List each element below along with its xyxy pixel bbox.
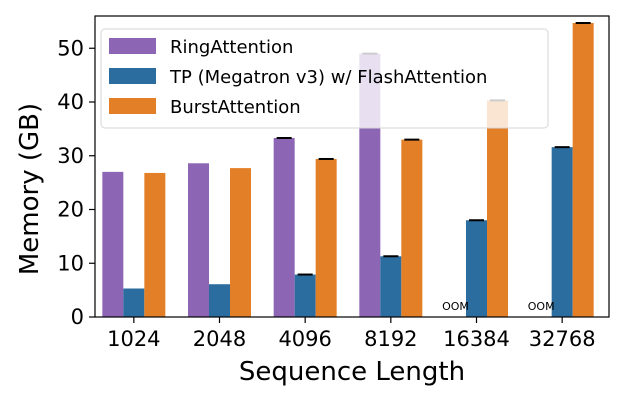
legend-label-tp-megatron-v3-w-flashattention: TP (Megatron v3) w/ FlashAttention — [169, 67, 487, 88]
legend-swatch-tp-megatron-v3-w-flashattention — [109, 68, 156, 84]
oom-label-16384: OOM — [442, 300, 469, 313]
x-tick-label-8192: 8192 — [364, 327, 417, 351]
annotations-layer: OOM OOM — [442, 300, 554, 313]
y-tick-label-50: 50 — [57, 36, 84, 60]
y-tick-label-30: 30 — [57, 144, 84, 168]
bar-tp-megatron-v3-w-flashattention-16384 — [466, 220, 487, 317]
y-tick-label-10: 10 — [57, 251, 84, 275]
y-tick-label-0: 0 — [71, 305, 84, 329]
x-tick-label-4096: 4096 — [278, 327, 331, 351]
x-tick-label-2048: 2048 — [193, 327, 246, 351]
bar-burstattention-16384 — [487, 100, 508, 317]
bar-tp-megatron-v3-w-flashattention-4096 — [294, 274, 316, 317]
bar-burstattention-1024 — [144, 172, 166, 317]
legend-label-ringattention: RingAttention — [170, 37, 293, 58]
x-tick-label-1024: 1024 — [107, 327, 160, 351]
bar-burstattention-32768 — [572, 22, 594, 318]
bar-tp-megatron-v3-w-flashattention-1024 — [123, 288, 145, 317]
bars-layer — [102, 21, 594, 318]
x-tick-label-32768: 32768 — [529, 327, 596, 351]
bar-ringattention-4096 — [273, 138, 295, 317]
legend-swatch-ringattention — [109, 38, 156, 54]
oom-label-32768: OOM — [528, 300, 555, 313]
bar-ringattention-1024 — [102, 171, 124, 317]
y-tick-label-20: 20 — [57, 198, 84, 222]
y-axis-label: Memory (GB) — [15, 103, 45, 275]
legend-frame — [100, 28, 549, 129]
axes-layer: 0 10 20 30 40 50 1024 2048 4096 8192 16384 32768 — [57, 15, 610, 351]
legend-swatch-burstattention — [109, 98, 156, 114]
legend-label-burstattention: BurstAttention — [170, 97, 301, 118]
plot-frame — [94, 15, 610, 318]
bar-burstattention-4096 — [315, 158, 337, 317]
x-tick-label-16384: 16384 — [443, 327, 510, 351]
bar-burstattention-2048 — [230, 168, 251, 317]
bar-ringattention-2048 — [188, 163, 209, 317]
x-axis-label: Sequence Length — [239, 357, 465, 387]
bar-burstattention-8192 — [401, 139, 423, 317]
legend: RingAttention TP (Megatron v3) w/ FlashAt… — [100, 28, 549, 129]
y-tick-label-40: 40 — [57, 90, 84, 114]
bar-tp-megatron-v3-w-flashattention-2048 — [209, 284, 230, 317]
bar-tp-megatron-v3-w-flashattention-32768 — [551, 147, 573, 317]
bar-tp-megatron-v3-w-flashattention-8192 — [380, 256, 402, 317]
